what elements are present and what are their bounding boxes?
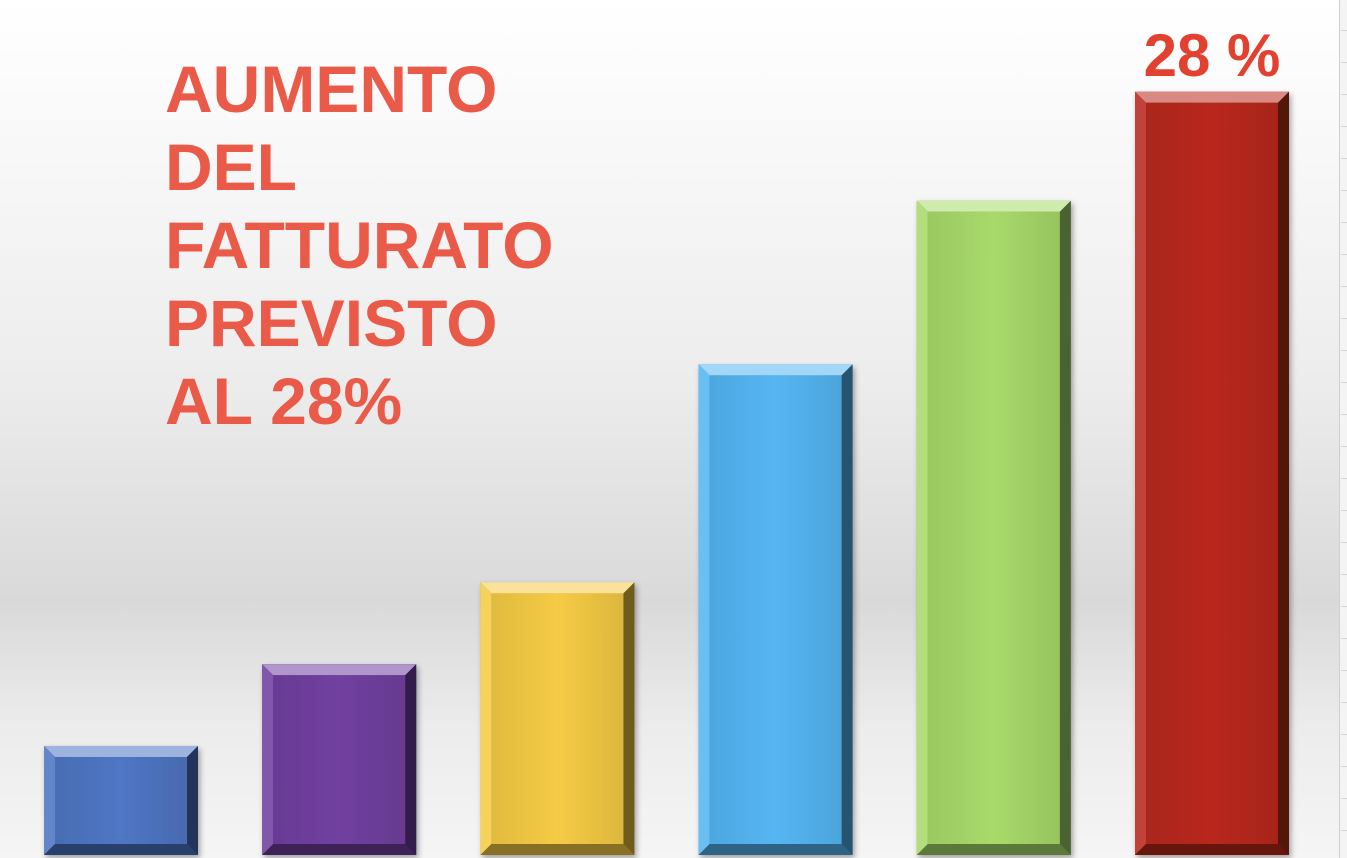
scroll-strip bbox=[1339, 0, 1347, 858]
strip-tick bbox=[1341, 222, 1347, 223]
bar-bevel-left bbox=[44, 745, 55, 855]
bar-bevel-right bbox=[187, 745, 198, 855]
strip-tick bbox=[1341, 542, 1347, 543]
strip-tick bbox=[1341, 670, 1347, 671]
bar-bevel-left bbox=[1135, 91, 1146, 856]
strip-tick bbox=[1341, 446, 1347, 447]
bar-bevel-right bbox=[1278, 91, 1289, 856]
strip-tick bbox=[1341, 30, 1347, 31]
bar-bevel-bottom bbox=[480, 844, 635, 855]
chart-title: AUMENTO DEL FATTURATO PREVISTO AL 28% bbox=[165, 50, 554, 440]
title-line-2: DEL bbox=[165, 130, 297, 204]
strip-tick bbox=[1341, 350, 1347, 351]
strip-tick bbox=[1341, 478, 1347, 479]
bar-bevel-right bbox=[1059, 200, 1071, 855]
strip-tick bbox=[1341, 798, 1347, 799]
strip-tick bbox=[1341, 734, 1347, 735]
bar-bevel-right bbox=[405, 664, 417, 855]
data-labels-group: 28 % bbox=[1144, 22, 1281, 89]
strip-tick bbox=[1341, 510, 1347, 511]
bar-1 bbox=[44, 745, 198, 855]
bar-bevel-top bbox=[262, 664, 417, 676]
bar-face bbox=[709, 375, 842, 844]
strip-tick bbox=[1341, 94, 1347, 95]
strip-tick bbox=[1341, 766, 1347, 767]
strip-tick bbox=[1341, 830, 1347, 831]
strip-tick bbox=[1341, 190, 1347, 191]
strip-tick bbox=[1341, 286, 1347, 287]
bar-bevel-left bbox=[698, 364, 710, 855]
strip-tick bbox=[1341, 62, 1347, 63]
title-line-1: AUMENTO bbox=[165, 52, 498, 126]
bar-4 bbox=[698, 364, 853, 855]
bar-bevel-bottom bbox=[698, 844, 853, 855]
strip-tick bbox=[1341, 414, 1347, 415]
bar-face bbox=[491, 593, 624, 844]
bar-bevel-top bbox=[480, 582, 635, 594]
bar-face bbox=[273, 675, 406, 844]
strip-tick bbox=[1341, 318, 1347, 319]
bar-bevel-left bbox=[480, 582, 492, 855]
strip-tick bbox=[1341, 638, 1347, 639]
bar-bevel-left bbox=[916, 200, 928, 855]
bar-3 bbox=[480, 582, 635, 855]
bar-bevel-top bbox=[916, 200, 1071, 212]
bar-bevel-right bbox=[841, 364, 853, 855]
data-label-6: 28 % bbox=[1144, 22, 1281, 89]
strip-tick bbox=[1341, 574, 1347, 575]
bar-6 bbox=[1135, 91, 1289, 856]
bar-2 bbox=[262, 664, 417, 855]
title-line-5: AL 28% bbox=[165, 364, 403, 438]
bar-5 bbox=[916, 200, 1071, 855]
title-line-4: PREVISTO bbox=[165, 286, 498, 360]
bar-bevel-top bbox=[1135, 91, 1289, 103]
bars-group bbox=[44, 91, 1289, 856]
strip-tick bbox=[1341, 158, 1347, 159]
bar-bevel-top bbox=[44, 745, 198, 757]
bar-face bbox=[1146, 102, 1278, 845]
strip-tick bbox=[1341, 126, 1347, 127]
strip-tick bbox=[1341, 254, 1347, 255]
strip-tick bbox=[1341, 382, 1347, 383]
bar-bevel-left bbox=[262, 664, 274, 855]
strip-tick bbox=[1341, 606, 1347, 607]
title-line-3: FATTURATO bbox=[165, 208, 554, 282]
bar-bevel-bottom bbox=[44, 844, 198, 855]
bar-face bbox=[927, 211, 1060, 844]
bar-bevel-bottom bbox=[916, 844, 1071, 855]
bar-bevel-right bbox=[623, 582, 635, 855]
bar-bevel-top bbox=[698, 364, 853, 376]
bar-face bbox=[55, 756, 187, 844]
bar-bevel-bottom bbox=[262, 844, 417, 855]
strip-tick bbox=[1341, 702, 1347, 703]
bar-bevel-bottom bbox=[1135, 844, 1289, 855]
